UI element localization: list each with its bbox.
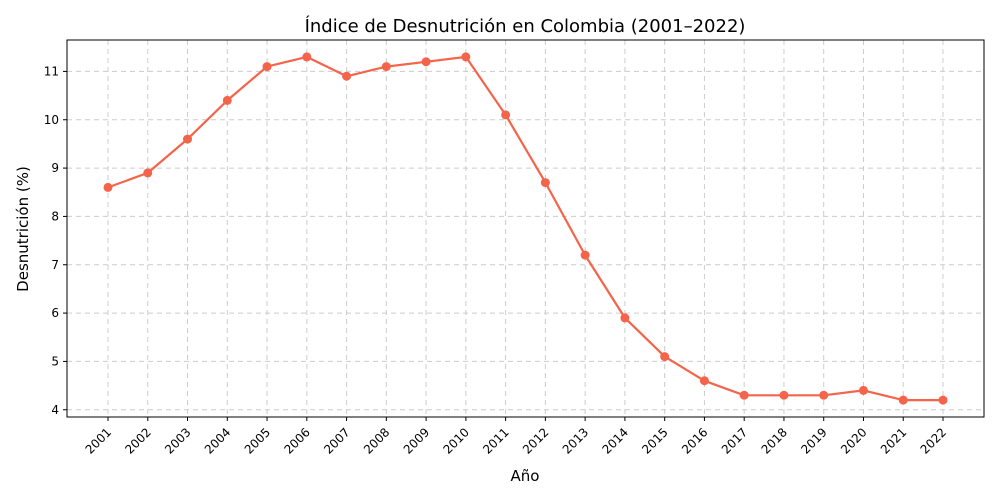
data-point xyxy=(222,95,232,105)
y-tick-label: 11 xyxy=(44,64,59,78)
x-tick-label: 2014 xyxy=(600,425,631,456)
x-tick-label: 2006 xyxy=(281,425,312,456)
x-tick-label: 2018 xyxy=(759,425,790,456)
x-tick-label: 2001 xyxy=(83,425,114,456)
data-point xyxy=(819,390,829,400)
x-tick-label: 2007 xyxy=(321,425,352,456)
x-tick-label: 2008 xyxy=(361,425,392,456)
x-tick-label: 2004 xyxy=(202,425,233,456)
data-point xyxy=(501,110,511,120)
data-point xyxy=(858,385,868,395)
y-axis-title: Desnutrición (%) xyxy=(14,166,32,292)
plot-frame xyxy=(66,39,985,418)
y-tick-label: 8 xyxy=(51,209,59,223)
data-point xyxy=(302,52,312,62)
x-tick-label: 2003 xyxy=(162,425,193,456)
x-tick-label: 2009 xyxy=(401,425,432,456)
x-tick-label: 2011 xyxy=(480,425,511,456)
y-tick-label: 6 xyxy=(51,306,59,320)
x-tick-label: 2022 xyxy=(918,425,949,456)
x-tick-label: 2016 xyxy=(679,425,710,456)
y-tick-label: 10 xyxy=(44,113,59,127)
x-tick-label: 2019 xyxy=(798,425,829,456)
x-tick-label: 2021 xyxy=(878,425,909,456)
x-tick-label: 2002 xyxy=(122,425,153,456)
data-point xyxy=(103,182,113,192)
data-point xyxy=(620,313,630,323)
x-tick-label: 2015 xyxy=(639,425,670,456)
x-tick-label: 2020 xyxy=(838,425,869,456)
y-axis: 4 5 6 7 8 9 10 11 xyxy=(44,64,67,417)
x-tick-label: 2013 xyxy=(560,425,591,456)
series-line xyxy=(106,55,945,402)
data-point xyxy=(699,376,709,386)
data-point xyxy=(143,168,153,178)
x-tick-label: 2010 xyxy=(440,425,471,456)
x-tick-label: 2017 xyxy=(719,425,750,456)
data-point xyxy=(262,62,272,72)
data-point xyxy=(342,71,352,81)
y-tick-label: 5 xyxy=(51,354,59,368)
x-tick-label: 2005 xyxy=(242,425,273,456)
x-axis: 2001 2002 2003 2004 2005 2006 2007 2008 2009 2010… xyxy=(83,417,949,457)
data-point xyxy=(898,395,908,405)
data-point xyxy=(183,134,193,144)
data-point xyxy=(779,390,789,400)
x-tick-label: 2012 xyxy=(520,425,551,456)
x-axis-title: Año xyxy=(511,467,540,485)
chart-title: Índice de Desnutrición en Colombia (2001… xyxy=(305,15,746,37)
y-tick-label: 9 xyxy=(51,161,59,175)
y-tick-label: 7 xyxy=(51,258,59,272)
y-tick-label: 4 xyxy=(51,403,59,417)
data-point xyxy=(739,390,749,400)
data-point xyxy=(580,250,590,260)
data-point xyxy=(938,395,948,405)
grid xyxy=(67,40,984,417)
data-point xyxy=(660,352,670,362)
data-point xyxy=(461,52,471,62)
data-point xyxy=(540,178,550,188)
data-point xyxy=(421,57,431,67)
series xyxy=(103,52,948,405)
data-point xyxy=(381,62,391,72)
